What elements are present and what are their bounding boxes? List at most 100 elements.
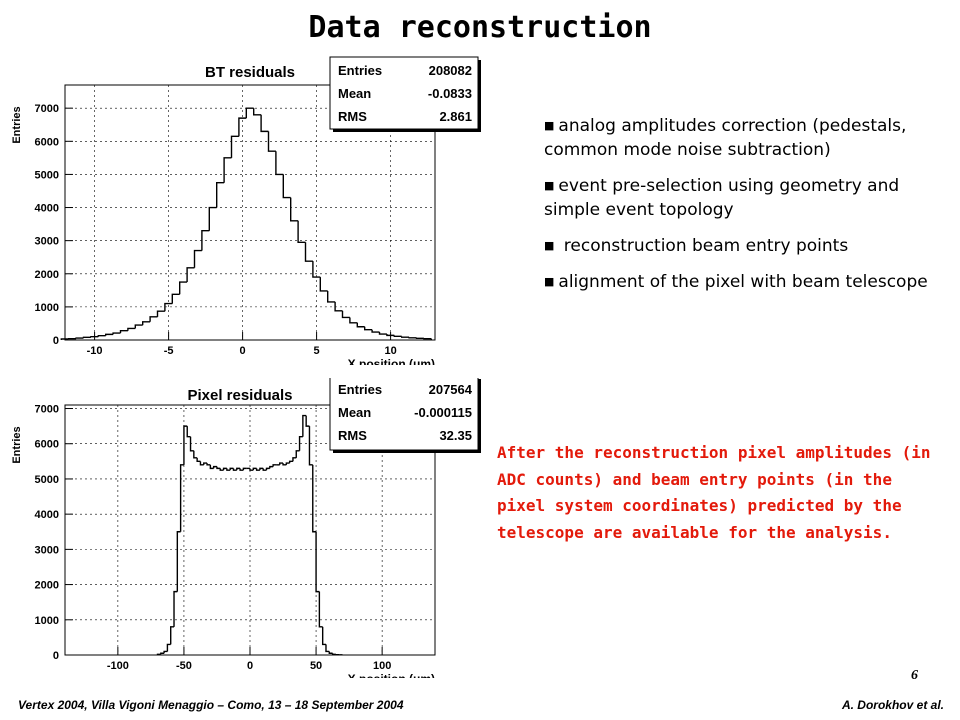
histogram-bin [295,450,300,458]
histogram-bin [208,206,217,231]
histogram-bin [119,330,128,334]
y-tick-label: 4000 [35,509,59,521]
histogram-bin [230,135,239,158]
y-tick-label: 2000 [35,580,59,592]
x-tick-label: -5 [164,345,174,357]
bullet-text: analog amplitudes correction (pedestals,… [544,116,907,160]
stats-box [329,56,479,130]
histogram-bin [275,151,284,176]
y-tick-label: 1000 [35,302,59,314]
histogram-bin [253,108,262,116]
bullet-text: alignment of the pixel with beam telesco… [558,272,928,292]
histogram-bin [193,450,198,459]
histogram-bin [222,467,227,471]
histogram-bin [75,337,84,339]
histogram-bin [298,435,303,451]
y-axis-label: Entries [11,106,23,143]
x-tick-label: -10 [87,345,103,357]
histogram-bin [149,316,158,322]
histogram-bin [255,468,260,471]
histogram-bin [282,463,287,466]
histogram-bin [163,650,168,654]
histogram-bin [156,310,165,317]
bt-residuals-chart: BT residuals -10 -5 0 5 10 0 1000 2000 3000 4000 50… [0,55,490,365]
histogram-bin [364,326,373,331]
y-tick-label: 7000 [35,103,59,115]
histogram-bin [331,653,336,655]
histogram-bin [315,531,320,593]
bullet-item: ■ analog amplitudes correction (pedestals… [544,114,944,162]
histogram-bin [269,465,274,469]
histogram-bin [223,157,232,183]
y-axis-label: Entries [11,426,23,463]
bullet-marker: ■ [544,275,555,288]
stats-value: 208082 [429,63,472,78]
bullet-item: ■ alignment of the pixel with beam telesc… [544,270,944,294]
x-tick-label: -100 [107,660,129,672]
histogram-bin [226,468,231,471]
histogram-bin [308,426,313,466]
histogram-bin [349,317,358,324]
histogram-bin [127,327,136,331]
stats-value: 2.861 [439,109,472,124]
histogram-bin [166,643,171,652]
histogram-bin [386,334,395,337]
histogram-bin [319,277,328,292]
y-tick-label: 3000 [35,544,59,556]
histogram-bin [160,652,165,655]
x-tick-label: -50 [176,660,192,672]
histogram-bin [282,174,291,199]
footer-authors: A. Dorokhov et al. [841,698,944,712]
histogram-bin [239,468,244,471]
bullet-list: ■ analog amplitudes correction (pedestals… [544,114,944,306]
histogram-bin [259,467,264,471]
histogram-bin [179,464,184,532]
y-tick-label: 1000 [35,615,59,627]
stats-label: Mean [338,405,371,420]
histogram-bin [371,329,380,333]
histogram-bin [334,301,343,312]
stats-label: RMS [338,109,367,124]
histogram-bin [279,462,284,465]
histogram-bin [305,415,310,427]
histogram-bin [216,181,225,208]
histogram-bin [328,651,333,654]
histogram-bin [249,468,254,471]
histogram-bin [201,230,210,251]
histogram-bin [199,461,204,466]
histogram-bin [229,467,234,471]
histogram-bin [242,467,247,471]
histogram-bin [288,460,293,464]
histogram-bin [401,336,410,338]
histogram-bin [285,462,290,465]
histogram-bin [183,425,188,465]
chart-title: BT residuals [205,64,295,81]
y-tick-label: 3000 [35,236,59,248]
histogram-bin [164,302,173,312]
y-tick-label: 0 [53,650,59,662]
stats-value: -0.0833 [428,86,472,101]
stats-label: RMS [338,428,367,443]
x-axis-label: X position (μm) [348,672,435,678]
histogram-bin [267,131,276,152]
histogram-bin [327,290,336,303]
analysis-note: After the reconstruction pixel amplitude… [497,443,931,542]
histogram-bin [297,220,306,244]
histogram-bin [97,334,106,337]
y-tick-label: 6000 [35,439,59,451]
histogram-bin [212,465,217,469]
histogram-bin [312,261,321,278]
stats-box [329,378,479,451]
bullet-text: reconstruction beam entry points [558,236,849,256]
histogram-bin [90,335,99,338]
y-tick-label: 7000 [35,404,59,416]
bullet-marker: ■ [544,239,555,252]
histogram-bin [134,324,143,329]
histogram-bin [318,591,323,628]
histogram-bin [203,462,208,465]
pixel-residuals-svg: Pixel residuals-100 -50 0 50 100010002000300… [11,378,481,678]
histogram-bin [292,457,297,462]
histogram-bin [304,242,313,262]
histogram-bin [238,117,247,137]
histogram-bin [262,468,267,471]
